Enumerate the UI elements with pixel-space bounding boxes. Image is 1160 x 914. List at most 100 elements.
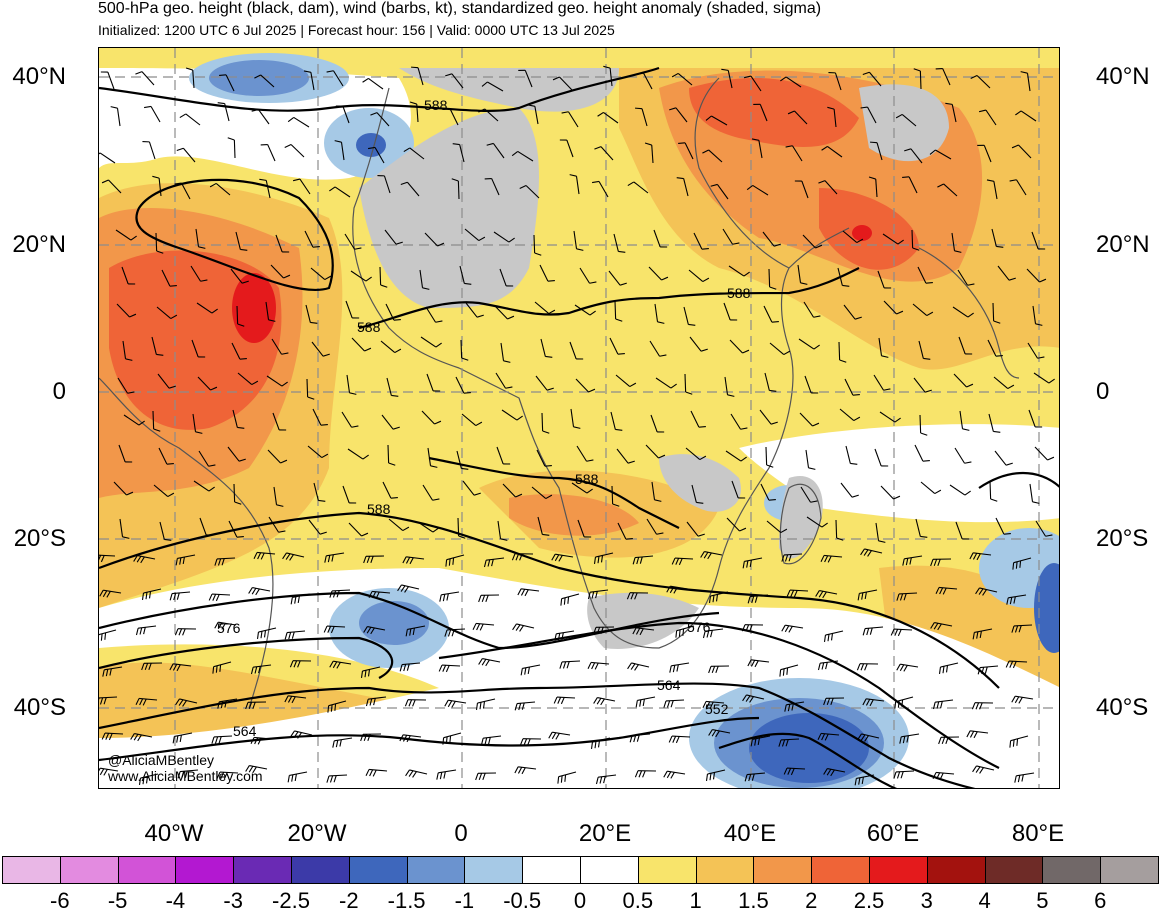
map-panel: 588 588 588 588 588 576 576 564 564 552 [98, 47, 1060, 789]
wind-barb-feather [1010, 741, 1011, 748]
wind-barb-feather [331, 705, 332, 712]
colorbar-label: -1 [455, 888, 475, 914]
wind-barb-feather [219, 75, 226, 76]
colorbar-label: -0.5 [503, 888, 541, 914]
colorbar-swatch [407, 856, 466, 884]
anomaly-north-neg1 [209, 60, 309, 96]
map-svg: 588 588 588 588 588 576 576 564 564 552 [99, 48, 1060, 789]
chart-title: 500-hPa geo. height (black, dam), wind (… [98, 0, 821, 18]
wind-barb-feather [450, 736, 451, 743]
credit-website: www.AliciaMBentley.com [108, 768, 263, 784]
contour-label-588-a: 588 [424, 97, 448, 113]
wind-barb-feather [335, 704, 336, 711]
wind-barb-feather [313, 247, 320, 248]
wind-barb-feather [449, 559, 450, 566]
wind-barb-feather [1013, 563, 1014, 570]
colorbar-swatch [638, 856, 697, 884]
wind-barb-feather [699, 427, 706, 428]
colorbar-label: -3 [223, 888, 243, 914]
wind-barb-feather [105, 633, 106, 640]
wind-barb-shaft [993, 303, 994, 321]
wind-barb-feather [635, 108, 642, 109]
anomaly-satlantic-neg1 [359, 601, 429, 645]
wind-barb-shaft [542, 413, 543, 431]
colorbar-swatch [349, 856, 408, 884]
wind-barb-feather [683, 629, 684, 636]
wind-barb-shaft [836, 520, 837, 538]
wind-barb-shaft [388, 445, 389, 463]
wind-barb-feather [702, 249, 709, 250]
wind-barb-shaft [920, 415, 921, 433]
wind-barb-shaft [380, 267, 381, 285]
wind-barb-feather [213, 667, 214, 674]
wind-barb-feather [870, 142, 877, 143]
wind-barb-feather [895, 702, 896, 709]
wind-barb-feather [568, 597, 569, 604]
wind-barb-shaft [234, 484, 235, 502]
wind-barb-feather [443, 109, 450, 110]
wind-barb-shaft [769, 269, 770, 287]
lon-label-40w: 40°W [145, 820, 204, 848]
lat-label-20s-right: 20°S [1096, 525, 1148, 553]
colorbar-label: -4 [166, 888, 186, 914]
lon-label-40e: 40°E [724, 820, 776, 848]
colorbar-label: 0.5 [623, 888, 654, 914]
colorbar-swatch [580, 856, 639, 884]
wind-barb-feather [902, 700, 903, 707]
wind-barb-feather [321, 425, 328, 426]
wind-barb-feather [561, 599, 562, 606]
colorbar-label: 0 [574, 888, 586, 914]
wind-barb-feather [923, 461, 930, 462]
colorbar-swatch [753, 856, 812, 884]
colorbar-label: -2 [339, 888, 359, 914]
lat-label-40n-right: 40°N [1096, 63, 1150, 91]
wind-barb-feather [1004, 534, 1011, 535]
colorbar-swatch [1042, 856, 1101, 884]
wind-barb-feather [446, 737, 447, 744]
lat-label-eq-right: 0 [1096, 378, 1109, 406]
wind-barb-feather [679, 630, 680, 637]
wind-barb-feather [446, 560, 447, 567]
wind-barb-shaft [920, 71, 921, 89]
colorbar-swatch [927, 856, 986, 884]
colorbar-label: 1.5 [738, 888, 769, 914]
colorbar-swatch [696, 856, 755, 884]
contour-label-564-a: 564 [657, 677, 681, 693]
wind-barb-feather [676, 631, 677, 638]
wind-barb-shaft [685, 374, 686, 392]
wind-barb-shaft [156, 233, 157, 251]
wind-barb-feather [237, 537, 244, 538]
wind-barb-feather [678, 143, 685, 144]
colorbar-label: -6 [50, 888, 70, 914]
lat-label-40s-right: 40°S [1096, 694, 1148, 722]
wind-barb-shaft [237, 306, 238, 324]
colorbar-swatch [2, 856, 61, 884]
contour-label-588-d: 588 [575, 471, 599, 487]
colorbar-swatch [869, 856, 928, 884]
wind-barb-feather [926, 283, 933, 284]
lat-label-40s-left: 40°S [14, 694, 66, 722]
wind-barb-feather [548, 281, 555, 282]
wind-barb-feather [898, 701, 899, 708]
wind-barb-feather [240, 359, 247, 360]
contour-label-588-c: 588 [727, 285, 751, 301]
wind-barb-shaft [234, 140, 235, 158]
wind-barb-feather [561, 776, 562, 783]
lat-label-40n-left: 40°N [12, 63, 66, 91]
colorbar-swatch [291, 856, 350, 884]
contour-label-588-e: 588 [367, 501, 391, 517]
wind-barb-feather [220, 665, 221, 672]
wind-barb-feather [618, 354, 625, 355]
colorbar-label: 3 [921, 888, 933, 914]
chart-subtitle: Initialized: 1200 UTC 6 Jul 2025 | Forec… [98, 22, 615, 38]
lat-label-20s-left: 20°S [14, 525, 66, 553]
wind-barb-feather [391, 498, 398, 499]
lon-label-20e: 20°E [579, 820, 631, 848]
wind-barb-feather [545, 466, 552, 467]
wind-barb-feather [996, 356, 1003, 357]
colorbar-swatch [175, 856, 234, 884]
colorbar-label: 4 [978, 888, 990, 914]
wind-barb-shaft [990, 481, 991, 499]
colorbar-label: -5 [108, 888, 128, 914]
wind-barb-shaft [153, 411, 154, 429]
